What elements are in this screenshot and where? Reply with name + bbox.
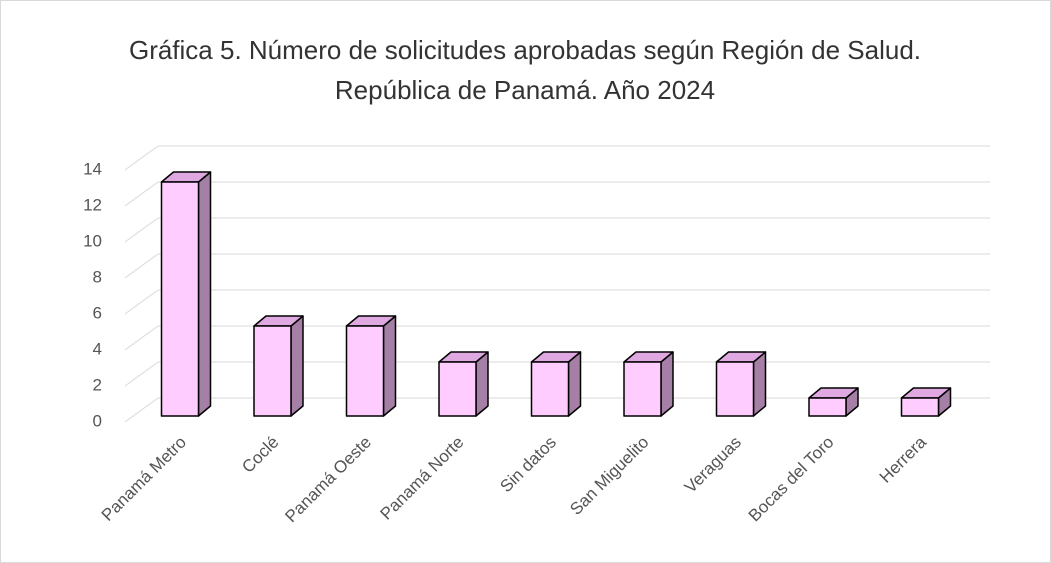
x-tick-label: Panamá Norte — [377, 433, 468, 524]
grid-line — [124, 253, 159, 279]
grid-line — [124, 181, 159, 207]
x-tick-label: Panamá Oeste — [281, 433, 375, 527]
bar — [530, 351, 582, 417]
bar-front — [530, 361, 570, 417]
bar — [808, 387, 859, 417]
bar — [345, 315, 397, 417]
y-tick-label: 8 — [93, 267, 102, 286]
x-tick-label: Panamá Metro — [98, 433, 190, 525]
bar-front — [715, 361, 755, 417]
bar-side — [475, 351, 489, 417]
grid-line — [124, 361, 159, 387]
x-tick-label: Coclé — [238, 433, 282, 477]
bar — [160, 171, 212, 417]
bar-front — [900, 397, 940, 417]
grid-line — [124, 325, 159, 351]
bar — [900, 387, 952, 417]
grid-line — [124, 289, 159, 315]
chart-title: Gráfica 5. Número de solicitudes aprobad… — [128, 35, 922, 105]
x-tick-label: Sin datos — [496, 433, 560, 497]
bar-front — [253, 325, 292, 417]
y-tick-label: 0 — [93, 411, 102, 430]
grid-line — [124, 217, 159, 243]
bar-front — [345, 325, 385, 417]
bar-front — [808, 397, 847, 417]
bar — [715, 351, 767, 417]
bar — [253, 315, 304, 417]
bar-side — [567, 351, 582, 417]
bar-side — [382, 315, 397, 417]
y-tick-label: 14 — [83, 159, 102, 178]
y-tick-label: 12 — [83, 195, 102, 214]
x-tick-label: Veraguas — [681, 433, 745, 497]
y-tick-label: 10 — [83, 231, 102, 250]
y-tick-label: 4 — [93, 339, 102, 358]
y-tick-label: 2 — [93, 375, 102, 394]
bar-front — [438, 361, 477, 417]
bar-front — [160, 181, 200, 417]
bar-front — [623, 361, 662, 417]
grid-line — [124, 145, 159, 171]
bar-side — [197, 171, 212, 417]
y-tick-label: 6 — [93, 303, 102, 322]
grid-line — [124, 397, 159, 423]
x-tick-label: San Miguelito — [566, 433, 652, 519]
bar-side — [660, 351, 674, 417]
x-tick-label: Bocas del Toro — [745, 433, 838, 526]
bar-side — [752, 351, 767, 417]
bar — [623, 351, 674, 417]
x-tick-label: Herrera — [876, 432, 931, 487]
bar — [438, 351, 489, 417]
bar-side — [290, 315, 304, 417]
